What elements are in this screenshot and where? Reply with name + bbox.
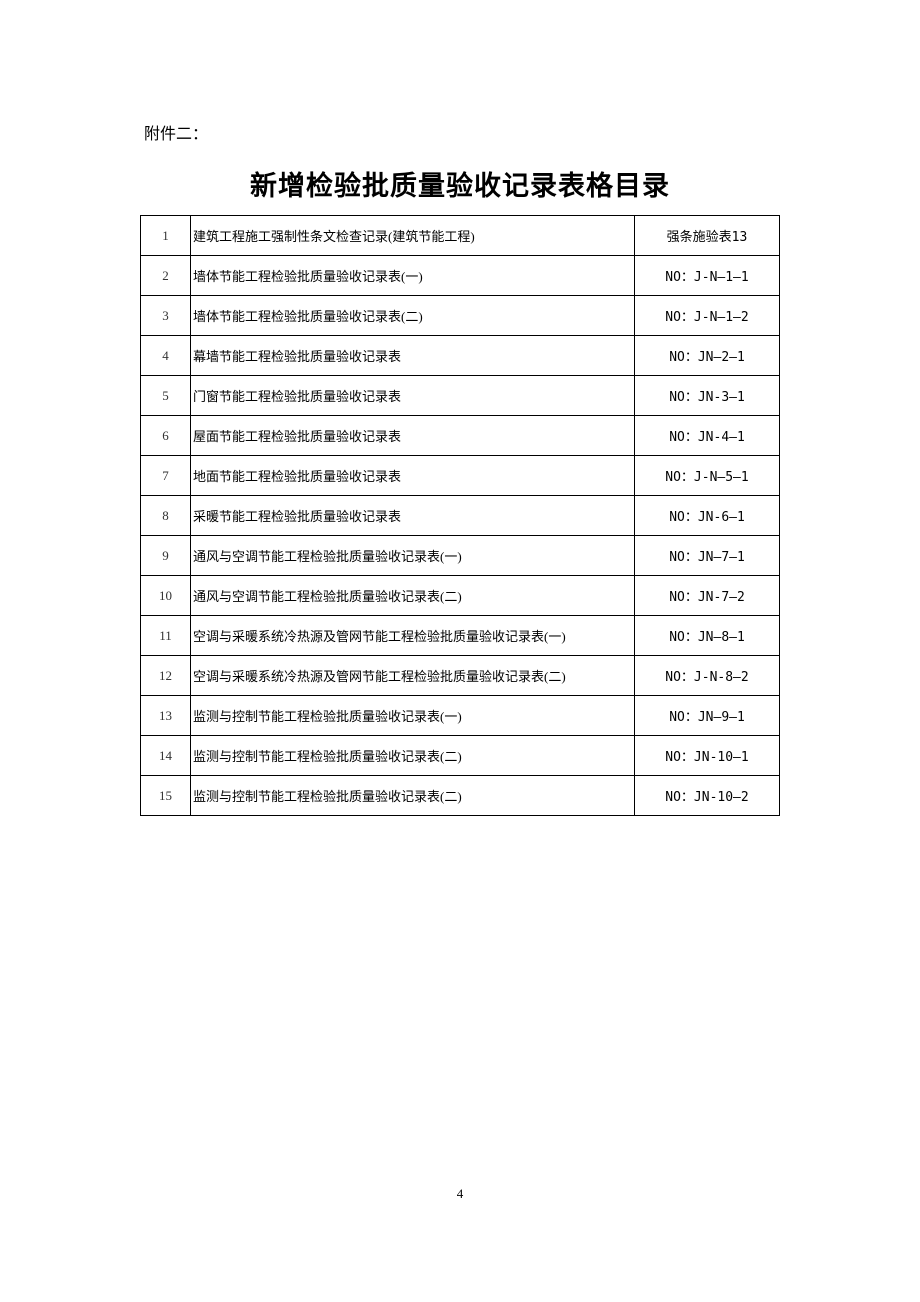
row-index: 5 xyxy=(141,376,191,416)
row-description: 地面节能工程检验批质量验收记录表 xyxy=(191,456,635,496)
row-index: 11 xyxy=(141,616,191,656)
table-row: 2墙体节能工程检验批质量验收记录表(一)NO：J-N—1—1 xyxy=(141,256,780,296)
table-row: 3墙体节能工程检验批质量验收记录表(二)NO：J-N—1—2 xyxy=(141,296,780,336)
page-container: 附件二： 新增检验批质量验收记录表格目录 1建筑工程施工强制性条文检查记录(建筑… xyxy=(0,0,920,816)
table-row: 9通风与空调节能工程检验批质量验收记录表(一)NO：JN—7—1 xyxy=(141,536,780,576)
content-table: 1建筑工程施工强制性条文检查记录(建筑节能工程)强条施验表132墙体节能工程检验… xyxy=(140,215,780,816)
row-index: 3 xyxy=(141,296,191,336)
row-description: 墙体节能工程检验批质量验收记录表(一) xyxy=(191,256,635,296)
row-index: 10 xyxy=(141,576,191,616)
table-row: 4幕墙节能工程检验批质量验收记录表NO：JN—2—1 xyxy=(141,336,780,376)
row-code: NO：JN-10—1 xyxy=(635,736,780,776)
table-row: 5门窗节能工程检验批质量验收记录表NO：JN-3—1 xyxy=(141,376,780,416)
row-index: 1 xyxy=(141,216,191,256)
row-code: NO：J-N—1—1 xyxy=(635,256,780,296)
page-number: 4 xyxy=(0,1186,920,1202)
row-code: NO：JN—7—1 xyxy=(635,536,780,576)
table-row: 8采暖节能工程检验批质量验收记录表NO：JN-6—1 xyxy=(141,496,780,536)
page-title: 新增检验批质量验收记录表格目录 xyxy=(140,164,780,203)
table-row: 1建筑工程施工强制性条文检查记录(建筑节能工程)强条施验表13 xyxy=(141,216,780,256)
row-index: 8 xyxy=(141,496,191,536)
row-code: NO：JN-3—1 xyxy=(635,376,780,416)
table-row: 6屋面节能工程检验批质量验收记录表NO：JN-4—1 xyxy=(141,416,780,456)
row-index: 15 xyxy=(141,776,191,816)
row-code: NO：JN-10—2 xyxy=(635,776,780,816)
attachment-label: 附件二： xyxy=(140,120,780,144)
row-index: 14 xyxy=(141,736,191,776)
row-code: NO：JN—8—1 xyxy=(635,616,780,656)
row-code: NO：J-N—1—2 xyxy=(635,296,780,336)
row-description: 屋面节能工程检验批质量验收记录表 xyxy=(191,416,635,456)
row-description: 门窗节能工程检验批质量验收记录表 xyxy=(191,376,635,416)
table-row: 14监测与控制节能工程检验批质量验收记录表(二)NO：JN-10—1 xyxy=(141,736,780,776)
table-row: 10通风与空调节能工程检验批质量验收记录表(二)NO：JN-7—2 xyxy=(141,576,780,616)
row-description: 监测与控制节能工程检验批质量验收记录表(二) xyxy=(191,736,635,776)
row-index: 7 xyxy=(141,456,191,496)
row-code: NO：JN—9—1 xyxy=(635,696,780,736)
row-description: 空调与采暖系统冷热源及管网节能工程检验批质量验收记录表(一) xyxy=(191,616,635,656)
row-code: NO：J-N—5—1 xyxy=(635,456,780,496)
row-description: 通风与空调节能工程检验批质量验收记录表(一) xyxy=(191,536,635,576)
row-code: NO：JN-4—1 xyxy=(635,416,780,456)
row-code: NO：JN-6—1 xyxy=(635,496,780,536)
table-body: 1建筑工程施工强制性条文检查记录(建筑节能工程)强条施验表132墙体节能工程检验… xyxy=(141,216,780,816)
row-code: NO：J-N-8—2 xyxy=(635,656,780,696)
row-description: 幕墙节能工程检验批质量验收记录表 xyxy=(191,336,635,376)
table-row: 15监测与控制节能工程检验批质量验收记录表(二)NO：JN-10—2 xyxy=(141,776,780,816)
table-row: 11空调与采暖系统冷热源及管网节能工程检验批质量验收记录表(一)NO：JN—8—… xyxy=(141,616,780,656)
row-description: 监测与控制节能工程检验批质量验收记录表(一) xyxy=(191,696,635,736)
row-index: 4 xyxy=(141,336,191,376)
row-index: 12 xyxy=(141,656,191,696)
table-row: 7地面节能工程检验批质量验收记录表NO：J-N—5—1 xyxy=(141,456,780,496)
row-description: 监测与控制节能工程检验批质量验收记录表(二) xyxy=(191,776,635,816)
row-description: 建筑工程施工强制性条文检查记录(建筑节能工程) xyxy=(191,216,635,256)
row-code: 强条施验表13 xyxy=(635,216,780,256)
row-index: 9 xyxy=(141,536,191,576)
table-row: 12空调与采暖系统冷热源及管网节能工程检验批质量验收记录表(二)NO：J-N-8… xyxy=(141,656,780,696)
row-description: 墙体节能工程检验批质量验收记录表(二) xyxy=(191,296,635,336)
row-description: 采暖节能工程检验批质量验收记录表 xyxy=(191,496,635,536)
row-code: NO：JN—2—1 xyxy=(635,336,780,376)
row-index: 6 xyxy=(141,416,191,456)
row-index: 13 xyxy=(141,696,191,736)
row-code: NO：JN-7—2 xyxy=(635,576,780,616)
table-row: 13监测与控制节能工程检验批质量验收记录表(一)NO：JN—9—1 xyxy=(141,696,780,736)
row-description: 空调与采暖系统冷热源及管网节能工程检验批质量验收记录表(二) xyxy=(191,656,635,696)
row-description: 通风与空调节能工程检验批质量验收记录表(二) xyxy=(191,576,635,616)
row-index: 2 xyxy=(141,256,191,296)
